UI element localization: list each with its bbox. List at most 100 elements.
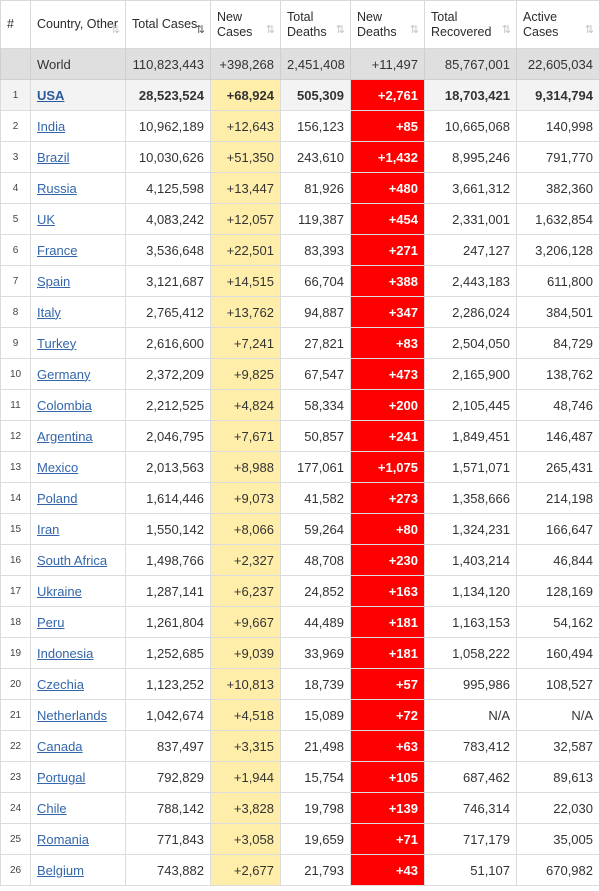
country-link[interactable]: Italy [37,304,61,320]
total-cases-cell: 792,829 [125,761,211,793]
active-cases-cell: 22,605,034 [516,48,599,80]
header-new-cases[interactable]: New Cases ⇅ [210,0,281,49]
country-link[interactable]: Portugal [37,769,86,785]
country-link[interactable]: Poland [37,490,78,506]
total-cases-cell: 2,046,795 [125,420,211,452]
active-cases-cell: 35,005 [516,823,599,855]
country-link[interactable]: Mexico [37,459,79,475]
country-cell: Argentina [30,420,126,452]
rank-cell: 3 [0,141,31,173]
new-cases-cell: +8,988 [210,451,281,483]
country-link[interactable]: Colombia [37,397,92,413]
new-deaths-cell: +200 [350,389,425,421]
total-deaths-cell: 41,582 [280,482,351,514]
total-cases-cell: 1,614,446 [125,482,211,514]
country-link[interactable]: Argentina [37,428,93,444]
total-deaths-cell: 83,393 [280,234,351,266]
table-row: 20 Czechia 1,123,252 +10,813 18,739 +57 995,98… [0,668,599,700]
country-link[interactable]: Indonesia [37,645,94,661]
country-link[interactable]: Germany [37,366,91,382]
total-deaths-cell: 24,852 [280,575,351,607]
rank-cell: 19 [0,637,31,669]
rank-cell: 6 [0,234,31,266]
total-cases-cell: 2,212,525 [125,389,211,421]
active-cases-cell: 9,314,794 [516,79,599,111]
rank-cell: 11 [0,389,31,421]
new-deaths-cell: +105 [350,761,425,793]
total-recovered-cell: 1,358,666 [424,482,517,514]
country-link[interactable]: UK [37,211,56,227]
world-row: World 110,823,443 +398,268 2,451,408 +11… [0,48,599,80]
header-total-cases[interactable]: Total Cases ⇅ [125,0,211,49]
new-cases-cell: +13,447 [210,172,281,204]
country-link[interactable]: Romania [37,831,90,847]
country-link[interactable]: India [37,118,66,134]
country-link[interactable]: Spain [37,273,71,289]
country-link[interactable]: Chile [37,800,67,816]
total-cases-cell: 837,497 [125,730,211,762]
country-link[interactable]: Netherlands [37,707,108,723]
new-deaths-cell: +473 [350,358,425,390]
rank-cell: 18 [0,606,31,638]
rank-cell: 16 [0,544,31,576]
new-cases-cell: +4,824 [210,389,281,421]
country-link[interactable]: Turkey [37,335,77,351]
header-country[interactable]: Country, Other ⇅ [30,0,126,49]
total-recovered-cell: 1,571,071 [424,451,517,483]
country-link[interactable]: Czechia [37,676,84,692]
header-label: Total Deaths [287,9,327,39]
total-recovered-cell: 18,703,421 [424,79,517,111]
total-deaths-cell: 19,659 [280,823,351,855]
rank-cell: 22 [0,730,31,762]
table-row: 10 Germany 2,372,209 +9,825 67,547 +473 2,165,… [0,358,599,390]
new-cases-cell: +12,643 [210,110,281,142]
table-row: 2 India 10,962,189 +12,643 156,123 +85 10,665,… [0,110,599,142]
active-cases-cell: 382,360 [516,172,599,204]
header-label: Country, Other [37,17,119,31]
country-link[interactable]: Russia [37,180,77,196]
sort-icon[interactable]: ⇅ [265,24,275,36]
total-deaths-cell: 19,798 [280,792,351,824]
new-deaths-cell: +63 [350,730,425,762]
sort-icon[interactable]: ⇅ [335,24,345,36]
country-link[interactable]: Belgium [37,862,84,878]
table-row: 14 Poland 1,614,446 +9,073 41,582 +273 1,358,6… [0,482,599,514]
total-recovered-cell: 85,767,001 [424,48,517,80]
sort-icon[interactable]: ⇅ [409,24,419,36]
sort-icon[interactable]: ⇅ [584,24,594,36]
total-cases-cell: 771,843 [125,823,211,855]
total-deaths-cell: 15,089 [280,699,351,731]
total-recovered-cell: 783,412 [424,730,517,762]
country-link[interactable]: USA [37,87,65,103]
total-deaths-cell: 18,739 [280,668,351,700]
header-active-cases[interactable]: Active Cases ⇅ [516,0,599,49]
country-cell: Turkey [30,327,126,359]
country-link[interactable]: Peru [37,614,65,630]
new-cases-cell: +6,237 [210,575,281,607]
country-link[interactable]: Ukraine [37,583,82,599]
total-cases-cell: 788,142 [125,792,211,824]
total-deaths-cell: 66,704 [280,265,351,297]
sort-icon[interactable]: ⇅ [501,24,511,36]
country-cell: Germany [30,358,126,390]
country-link[interactable]: South Africa [37,552,108,568]
active-cases-cell: N/A [516,699,599,731]
sort-icon[interactable]: ⇅ [110,24,120,36]
total-deaths-cell: 94,887 [280,296,351,328]
header-new-deaths[interactable]: New Deaths ⇅ [350,0,425,49]
country-link[interactable]: Iran [37,521,60,537]
header-rank[interactable]: # [0,0,31,49]
country-cell: Russia [30,172,126,204]
country-link[interactable]: Brazil [37,149,70,165]
header-total-recovered[interactable]: Total Recovered ⇅ [424,0,517,49]
country-link[interactable]: Canada [37,738,83,754]
sort-active-icon[interactable]: ⇅ [195,24,205,36]
country-link[interactable]: France [37,242,78,258]
header-total-deaths[interactable]: Total Deaths ⇅ [280,0,351,49]
total-deaths-cell: 177,061 [280,451,351,483]
rank-cell: 26 [0,854,31,886]
table-row: 23 Portugal 792,829 +1,944 15,754 +105 687,462… [0,761,599,793]
rank-cell: 17 [0,575,31,607]
total-recovered-cell: 2,105,445 [424,389,517,421]
new-deaths-cell: +163 [350,575,425,607]
